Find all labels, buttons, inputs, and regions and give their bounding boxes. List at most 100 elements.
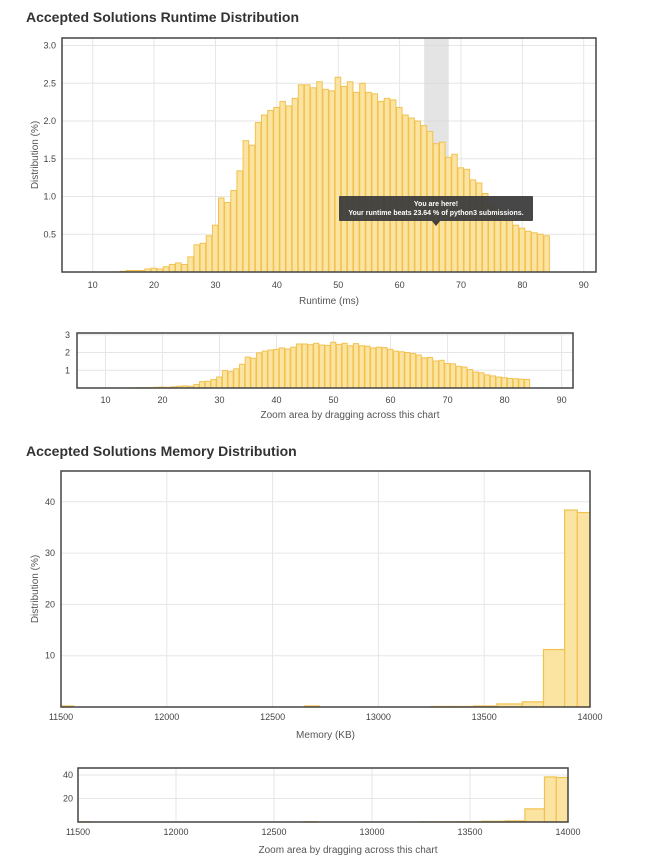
bar[interactable] bbox=[340, 85, 348, 273]
bar[interactable] bbox=[303, 84, 311, 273]
bar[interactable] bbox=[524, 230, 532, 273]
bar[interactable] bbox=[335, 343, 343, 389]
bar[interactable] bbox=[408, 117, 415, 273]
bar[interactable] bbox=[341, 342, 348, 389]
bar[interactable] bbox=[500, 215, 507, 273]
bar[interactable] bbox=[542, 648, 566, 708]
bar[interactable] bbox=[330, 341, 337, 389]
bar[interactable] bbox=[334, 76, 342, 273]
bar[interactable] bbox=[543, 235, 550, 273]
memory-main-chart[interactable]: 11500 12000 12500 13000 13500 14000 10 20 30 40 Me… bbox=[30, 470, 603, 741]
bar[interactable] bbox=[278, 347, 285, 389]
bar[interactable] bbox=[254, 122, 262, 273]
bar[interactable] bbox=[205, 235, 213, 273]
bar[interactable] bbox=[404, 352, 411, 389]
bar[interactable] bbox=[244, 356, 251, 389]
bar[interactable] bbox=[392, 350, 400, 389]
bar[interactable] bbox=[168, 263, 176, 273]
bar[interactable] bbox=[273, 106, 280, 273]
bar[interactable] bbox=[187, 256, 194, 273]
bar[interactable] bbox=[347, 345, 354, 389]
bar[interactable] bbox=[233, 368, 240, 389]
bar[interactable] bbox=[427, 356, 434, 389]
bar[interactable] bbox=[313, 342, 320, 389]
bar[interactable] bbox=[291, 97, 299, 273]
bar[interactable] bbox=[371, 93, 379, 273]
bar[interactable] bbox=[358, 345, 365, 389]
bar[interactable] bbox=[301, 343, 308, 389]
bar[interactable] bbox=[316, 81, 323, 273]
bar[interactable] bbox=[346, 81, 354, 273]
runtime-zoom-chart[interactable]: 10 20 30 40 50 60 70 80 90 1 2 3 Zoom area by draggi… bbox=[65, 330, 574, 421]
bar[interactable] bbox=[543, 776, 557, 823]
bar[interactable] bbox=[381, 347, 388, 389]
bar[interactable] bbox=[501, 377, 508, 389]
bar[interactable] bbox=[415, 354, 422, 389]
bar[interactable] bbox=[469, 179, 477, 273]
bar[interactable] bbox=[204, 380, 211, 389]
bar[interactable] bbox=[512, 378, 519, 389]
bar[interactable] bbox=[396, 106, 403, 273]
memory-zoom-chart[interactable]: 11500 12000 12500 13000 13500 14000 20 40 Zoom a… bbox=[63, 767, 581, 856]
bar[interactable] bbox=[162, 266, 170, 273]
bar[interactable] bbox=[506, 377, 514, 389]
bar[interactable] bbox=[273, 348, 280, 389]
bar[interactable] bbox=[353, 343, 360, 389]
bar[interactable] bbox=[375, 346, 382, 389]
bar[interactable] bbox=[353, 91, 360, 273]
bar[interactable] bbox=[387, 348, 394, 389]
bar[interactable] bbox=[318, 344, 325, 389]
bar[interactable] bbox=[495, 376, 502, 389]
bar[interactable] bbox=[181, 263, 188, 273]
bar[interactable] bbox=[518, 227, 526, 273]
bar[interactable] bbox=[267, 349, 274, 389]
bar[interactable] bbox=[221, 370, 228, 389]
bar[interactable] bbox=[478, 372, 485, 389]
bar[interactable] bbox=[199, 381, 206, 389]
bar[interactable] bbox=[364, 345, 371, 389]
bar[interactable] bbox=[310, 87, 317, 273]
bar[interactable] bbox=[290, 346, 297, 389]
bar[interactable] bbox=[449, 363, 457, 389]
bar[interactable] bbox=[524, 378, 531, 389]
bar[interactable] bbox=[328, 90, 336, 273]
bar[interactable] bbox=[506, 220, 514, 273]
bar[interactable] bbox=[389, 99, 397, 273]
bar[interactable] bbox=[524, 808, 546, 823]
bar[interactable] bbox=[531, 232, 538, 273]
bar[interactable] bbox=[576, 511, 591, 708]
bar[interactable] bbox=[224, 202, 231, 273]
bar[interactable] bbox=[175, 262, 182, 273]
bar[interactable] bbox=[250, 357, 257, 389]
bar[interactable] bbox=[324, 344, 331, 389]
bar[interactable] bbox=[227, 371, 234, 389]
bar[interactable] bbox=[377, 100, 385, 273]
bar[interactable] bbox=[537, 233, 544, 273]
bar[interactable] bbox=[461, 366, 468, 389]
bar[interactable] bbox=[383, 97, 391, 273]
bar[interactable] bbox=[410, 353, 417, 389]
bar[interactable] bbox=[564, 509, 578, 708]
bar[interactable] bbox=[438, 359, 445, 389]
bar[interactable] bbox=[267, 109, 274, 273]
bar[interactable] bbox=[365, 91, 372, 273]
bar[interactable] bbox=[472, 371, 479, 389]
bar[interactable] bbox=[322, 88, 329, 273]
bar[interactable] bbox=[484, 374, 491, 389]
bar[interactable] bbox=[199, 242, 207, 273]
bar[interactable] bbox=[193, 244, 201, 273]
bar[interactable] bbox=[256, 352, 263, 389]
bar[interactable] bbox=[421, 357, 428, 389]
bar[interactable] bbox=[242, 140, 250, 273]
bar[interactable] bbox=[359, 82, 366, 273]
bar[interactable] bbox=[370, 347, 377, 389]
bar[interactable] bbox=[248, 144, 256, 273]
bar[interactable] bbox=[444, 363, 451, 389]
bar[interactable] bbox=[218, 197, 225, 273]
bar[interactable] bbox=[398, 351, 405, 389]
bar[interactable] bbox=[285, 105, 293, 273]
bar[interactable] bbox=[297, 84, 305, 273]
bar[interactable] bbox=[512, 224, 520, 273]
bar[interactable] bbox=[307, 344, 314, 389]
